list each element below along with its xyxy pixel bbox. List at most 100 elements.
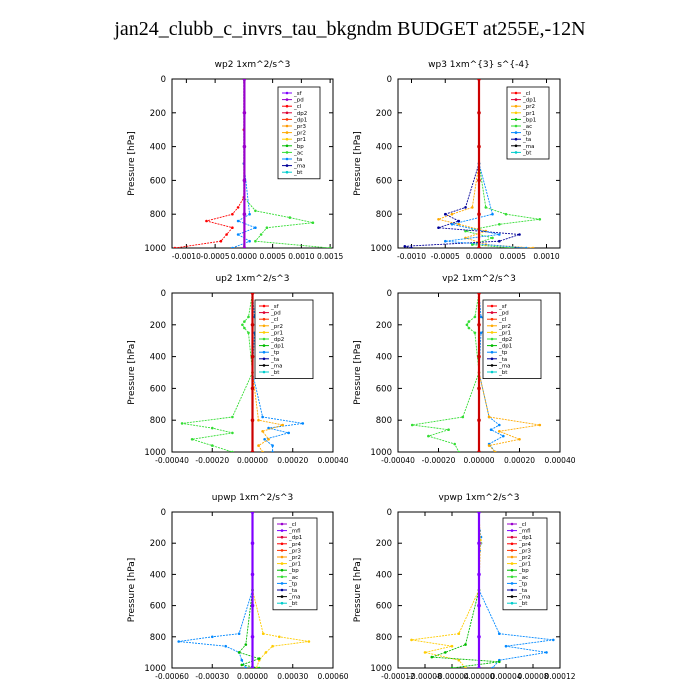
legend-marker <box>285 144 289 148</box>
legend-label: _pr3 <box>288 548 302 554</box>
data-point <box>180 422 184 425</box>
legend-marker <box>510 535 514 539</box>
data-point <box>287 431 291 435</box>
legend: _sf_pd_cl_dp2_dp1_pr3_pr2_pr1_bp_ac_ta_m… <box>277 86 321 180</box>
data-point <box>250 293 255 295</box>
x-tick-label: 0.00000 <box>237 456 268 465</box>
legend-label: _pr2 <box>518 555 531 561</box>
y-tick-label: 200 <box>150 109 166 119</box>
data-point <box>477 323 481 327</box>
data-point <box>457 219 461 223</box>
y-tick-label: 400 <box>376 353 392 363</box>
legend-label: _bp <box>288 568 299 574</box>
data-point <box>263 438 266 441</box>
x-tick-label: -0.00060 <box>155 672 189 681</box>
legend-label: _ma <box>288 595 300 601</box>
legend-marker <box>262 304 266 308</box>
legend-label: _bp <box>293 144 304 150</box>
legend-marker <box>510 601 514 605</box>
legend-marker <box>514 118 518 121</box>
data-point <box>236 219 240 223</box>
legend-label: _sf <box>293 91 303 97</box>
y-tick-label: 800 <box>376 633 392 643</box>
data-point <box>271 444 274 447</box>
data-point <box>237 651 241 654</box>
data-point <box>243 326 246 330</box>
legend-marker <box>285 151 289 154</box>
data-point <box>250 418 255 423</box>
chart-panel-3: up2 1xm^2/s^3 Pressure [hPa] 0 200 400 600 800… <box>127 274 349 465</box>
data-point <box>453 442 457 446</box>
legend-label: _pd <box>498 311 509 317</box>
data-point <box>430 655 434 659</box>
y-tick-label: 200 <box>150 321 166 331</box>
data-point <box>250 603 255 608</box>
legend-marker <box>262 311 266 314</box>
panel-title: vpwp 1xm^2/s^3 <box>438 493 519 503</box>
legend-label: _bt <box>498 370 508 376</box>
y-axis-label: Pressure [hPa] <box>127 558 137 623</box>
x-tick-label: -0.00030 <box>195 672 229 681</box>
data-point <box>243 320 246 323</box>
legend-marker <box>510 549 514 552</box>
legend-label: _ma <box>270 363 282 369</box>
x-tick-label: -0.0010 <box>172 252 201 261</box>
legend-marker <box>262 364 266 367</box>
data-point <box>240 658 244 662</box>
legend-label: _ma <box>498 363 510 369</box>
x-tick-label: 0.0005 <box>260 252 286 261</box>
series-group <box>403 79 542 248</box>
data-point <box>250 512 255 514</box>
data-point <box>484 206 488 209</box>
chart-panel-4: vp2 1xm^2/s^3 Pressure [hPa] 0 200 400 600 800… <box>353 274 576 465</box>
data-point <box>477 79 481 81</box>
series-line <box>411 512 481 668</box>
data-point <box>477 293 481 295</box>
legend-marker <box>510 562 514 565</box>
data-point <box>240 663 244 667</box>
data-point <box>461 415 465 419</box>
legend-label: _tp <box>270 350 280 356</box>
data-point <box>211 426 214 430</box>
legend-marker <box>285 137 289 141</box>
legend-marker <box>510 529 514 532</box>
y-tick-label: 600 <box>376 176 392 186</box>
legend-marker <box>262 331 266 334</box>
legend-label: _ta <box>498 357 507 363</box>
data-point <box>489 428 493 432</box>
chart-panel-2: wp3 1xm^{3} s^{-4} Pressure [hPa] 0 200 400 6… <box>353 60 561 261</box>
legend-label: _bt <box>288 601 298 607</box>
chart-panel-6: vpwp 1xm^2/s^3 Pressure [hPa] 0 200 400 600 80… <box>353 493 576 681</box>
panel-title: up2 1xm^2/s^3 <box>215 274 289 284</box>
legend-marker <box>490 304 494 308</box>
legend-label: _ta <box>522 137 531 143</box>
x-tick-label: 0.0015 <box>317 252 343 261</box>
legend-marker <box>490 350 494 354</box>
legend-marker <box>510 542 514 546</box>
y-tick-label: 1000 <box>144 244 166 254</box>
y-tick-label: 1000 <box>144 448 166 458</box>
x-tick-label: 0.00040 <box>544 456 575 465</box>
legend-label: _pr3 <box>518 548 532 554</box>
data-point <box>457 658 461 662</box>
data-point <box>231 415 234 419</box>
data-point <box>271 450 274 452</box>
x-tick-label: 0.0000 <box>466 252 492 261</box>
legend-label: _dp1 <box>498 344 512 350</box>
legend-label: _cl <box>270 317 279 323</box>
legend-label: _cl <box>293 104 302 110</box>
data-point <box>410 423 414 427</box>
data-point <box>444 239 447 243</box>
legend-marker <box>490 311 494 314</box>
y-tick-label: 800 <box>376 416 392 426</box>
legend-label: _tp <box>518 581 528 587</box>
data-point <box>173 246 177 248</box>
legend-label: _cl <box>498 317 507 323</box>
data-point <box>261 415 264 419</box>
legend-label: _bt <box>518 601 528 607</box>
data-point <box>498 239 501 243</box>
legend-marker <box>510 595 514 598</box>
data-point <box>498 423 501 427</box>
data-point <box>457 632 461 635</box>
